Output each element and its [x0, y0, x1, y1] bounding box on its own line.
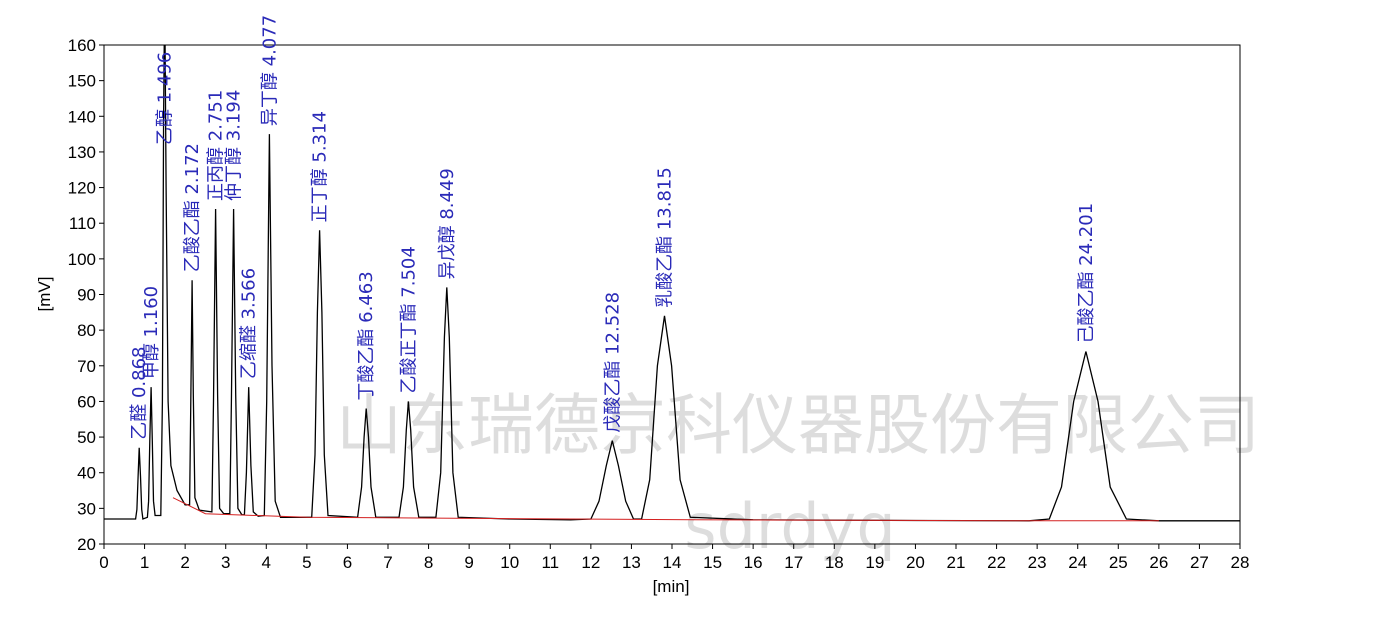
peak-label: 正丙醇 2.751 — [206, 90, 227, 201]
x-tick-label: 15 — [703, 553, 722, 572]
plot-area — [104, 45, 1240, 522]
peak-label: 仲丁醇 3.194 — [224, 90, 245, 201]
x-tick-label: 14 — [663, 553, 682, 572]
x-tick-label: 22 — [987, 553, 1006, 572]
peak-label: 丁酸乙酯 6.463 — [356, 271, 377, 400]
x-tick-label: 18 — [825, 553, 844, 572]
x-tick-label: 6 — [343, 553, 352, 572]
y-tick-label: 20 — [77, 535, 96, 554]
x-tick-label: 16 — [744, 553, 763, 572]
y-tick-label: 90 — [77, 286, 96, 305]
series-line — [172, 497, 1159, 522]
y-tick-label: 60 — [77, 392, 96, 411]
peak-label: 乙醛 0.868 — [129, 346, 150, 439]
x-tick-label: 26 — [1149, 553, 1168, 572]
peak-label: 甲醇 1.160 — [141, 286, 162, 379]
x-tick-label: 7 — [383, 553, 392, 572]
peak-label: 异丁醇 4.077 — [259, 15, 280, 126]
watermark: sdrdyq — [684, 490, 895, 563]
y-tick-label: 100 — [68, 250, 96, 269]
x-tick-label: 23 — [1028, 553, 1047, 572]
y-tick-label: 50 — [77, 428, 96, 447]
x-tick-label: 21 — [947, 553, 966, 572]
y-tick-label: 130 — [68, 143, 96, 162]
x-tick-label: 2 — [180, 553, 189, 572]
peak-label: 乳酸乙酯 13.815 — [654, 167, 675, 308]
peak-label: 乙醇 1.496 — [155, 52, 176, 145]
peak-label: 乙酸乙酯 2.172 — [182, 143, 203, 272]
x-tick-label: 1 — [140, 553, 149, 572]
x-tick-label: 13 — [622, 553, 641, 572]
y-tick-label: 140 — [68, 107, 96, 126]
x-tick-label: 5 — [302, 553, 311, 572]
x-tick-label: 28 — [1231, 553, 1250, 572]
y-tick-label: 110 — [69, 214, 96, 233]
x-tick-label: 19 — [865, 553, 884, 572]
peak-label: 戊酸乙酯 12.528 — [602, 292, 623, 433]
y-tick-label: 150 — [68, 72, 96, 91]
y-tick-label: 80 — [77, 321, 96, 340]
watermark: 山东瑞德京科仪器股份有限公司 — [336, 387, 1260, 464]
x-tick-label: 9 — [464, 553, 473, 572]
y-tick-label: 160 — [68, 36, 96, 55]
peak-label: 乙缩醛 3.566 — [239, 268, 260, 379]
y-tick-label: 70 — [77, 357, 96, 376]
x-tick-label: 24 — [1068, 553, 1087, 572]
x-tick-label: 11 — [541, 553, 559, 572]
y-tick-label: 30 — [77, 499, 96, 518]
peak-label: 乙酸正丁酯 7.504 — [398, 246, 419, 393]
x-tick-label: 25 — [1109, 553, 1128, 572]
x-tick-label: 0 — [99, 553, 108, 572]
peak-label: 己酸乙酯 24.201 — [1076, 203, 1097, 344]
x-tick-label: 20 — [906, 553, 925, 572]
peak-label: 异戊醇 8.449 — [437, 168, 458, 279]
x-tick-label: 10 — [500, 553, 519, 572]
y-tick-label: 40 — [77, 464, 96, 483]
y-axis-label: [mV] — [35, 277, 54, 312]
x-tick-label: 12 — [581, 553, 600, 572]
x-tick-label: 4 — [262, 553, 271, 572]
peak-label: 正丁醇 5.314 — [310, 111, 331, 222]
x-tick-label: 27 — [1190, 553, 1209, 572]
x-axis-label: [min] — [653, 577, 690, 596]
x-tick-label: 8 — [424, 553, 433, 572]
y-tick-label: 120 — [68, 179, 96, 198]
x-tick-label: 3 — [221, 553, 230, 572]
x-tick-label: 17 — [784, 553, 803, 572]
